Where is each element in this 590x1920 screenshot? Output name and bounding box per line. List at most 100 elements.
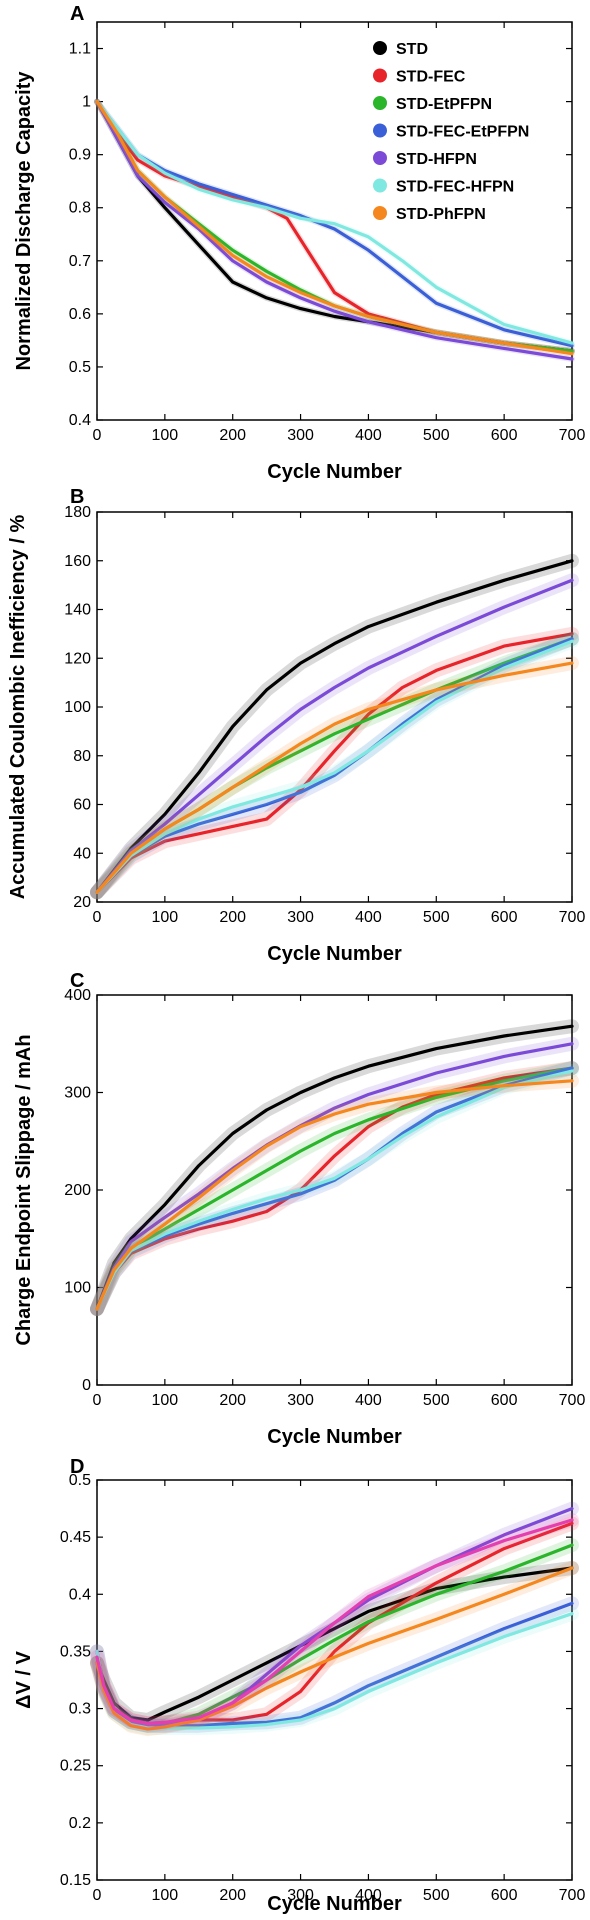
panel-a-plot-frame bbox=[96, 21, 573, 421]
panel-b-y-tick-label: 120 bbox=[64, 650, 91, 667]
panel-c-y-tick-label: 400 bbox=[64, 987, 91, 1004]
panel-b-letter: B bbox=[70, 486, 84, 508]
panel-b-x-tick-label: 300 bbox=[287, 909, 314, 926]
panel-a-y-axis-title: Normalized Discharge Capacity bbox=[13, 71, 35, 371]
panel-d-plot-frame bbox=[96, 1479, 573, 1881]
panel-c-x-tick-label: 500 bbox=[423, 1392, 450, 1409]
panel-a-y-tick-label: 0.6 bbox=[69, 306, 91, 323]
panel-c-x-tick-label: 600 bbox=[491, 1392, 518, 1409]
legend-marker-std-etpfpn bbox=[373, 96, 387, 110]
panel-a-y-tick-label: 1 bbox=[82, 94, 91, 111]
panel-d-y-tick-label: 0.3 bbox=[69, 1701, 91, 1718]
panel-b-line-std-fec-etpfpn bbox=[95, 637, 574, 894]
panel-b-line-std-hfpn bbox=[95, 578, 574, 894]
panel-a-line-std-hfpn bbox=[95, 100, 574, 361]
panel-b-x-tick-label: 100 bbox=[152, 909, 179, 926]
panel-b-y-tick-label: 60 bbox=[73, 797, 91, 814]
panel-b-y-tick-label: 160 bbox=[64, 553, 91, 570]
panel-d-y-axis-title: ΔV / V bbox=[13, 1650, 35, 1708]
panel-a-letter: A bbox=[70, 3, 84, 25]
panel-d-letter: D bbox=[70, 1456, 84, 1478]
panel-a-x-tick-label: 0 bbox=[93, 427, 102, 444]
panel-c-line-std bbox=[95, 1024, 574, 1311]
panel-b-line-std-phfpn bbox=[95, 661, 574, 894]
legend-marker-std-fec-etpfpn bbox=[373, 123, 387, 138]
panel-d-y-tick-label: 0.2 bbox=[69, 1815, 91, 1832]
panel-a-x-tick-label: 700 bbox=[559, 427, 586, 444]
panel-b-x-tick-label: 400 bbox=[355, 909, 382, 926]
panel-b-y-tick-label: 40 bbox=[73, 845, 91, 862]
panel-c-band-std bbox=[90, 1019, 579, 1316]
legend-label-std: STD bbox=[396, 41, 428, 58]
panel-d-x-tick-label: 0 bbox=[93, 1887, 102, 1904]
panel-a-x-tick-label: 500 bbox=[423, 427, 450, 444]
panel-a-y-tick-label: 0.8 bbox=[69, 200, 91, 217]
panel-d-x-tick-label: 700 bbox=[559, 1887, 586, 1904]
panel-b-line-std bbox=[95, 559, 574, 894]
panel-d-y-tick-label: 0.5 bbox=[69, 1472, 91, 1489]
panel-d-x-tick-label: 300 bbox=[287, 1887, 314, 1904]
panel-a-x-tick-label: 200 bbox=[219, 427, 246, 444]
panel-a-y-tick-label: 0.5 bbox=[69, 359, 91, 376]
legend-label-std-phfpn: STD-PhFPN bbox=[396, 206, 486, 223]
panel-d-x-tick-label: 200 bbox=[219, 1887, 246, 1904]
panel-c-line-std-fec-hfpn bbox=[95, 1069, 574, 1311]
panel-b-line-std-fec bbox=[95, 632, 574, 894]
panel-d-y-tick-label: 0.45 bbox=[60, 1529, 91, 1546]
legend-marker-std-phfpn bbox=[373, 206, 387, 220]
panel-a-y-tick-label: 1.1 bbox=[69, 41, 91, 58]
panel-b-x-tick-label: 600 bbox=[491, 909, 518, 926]
panel-a-x-tick-label: 600 bbox=[491, 427, 518, 444]
legend-label-std-hfpn: STD-HFPN bbox=[396, 151, 477, 168]
panel-a-y-tick-label: 0.9 bbox=[69, 147, 91, 164]
legend-marker-std-fec-hfpn bbox=[373, 178, 387, 193]
panel-c-x-tick-label: 300 bbox=[287, 1392, 314, 1409]
panel-b-x-tick-label: 0 bbox=[93, 909, 102, 926]
panel-c-x-axis-title: Cycle Number bbox=[267, 1426, 402, 1448]
panel-c-line-std-fec bbox=[95, 1066, 574, 1311]
panel-b-line-std-fec-hfpn bbox=[95, 639, 574, 894]
panel-d-y-tick-label: 0.4 bbox=[69, 1586, 91, 1603]
panel-d-y-tick-label: 0.25 bbox=[60, 1758, 91, 1775]
panel-d-line-std-phfpn bbox=[95, 1566, 574, 1731]
panel-c-x-tick-label: 400 bbox=[355, 1392, 382, 1409]
panel-d-x-tick-label: 100 bbox=[152, 1887, 179, 1904]
panel-a-x-tick-label: 400 bbox=[355, 427, 382, 444]
panel-c-x-tick-label: 200 bbox=[219, 1392, 246, 1409]
panel-a-line-std-fec-hfpn bbox=[95, 100, 574, 345]
panel-c-x-tick-label: 0 bbox=[93, 1392, 102, 1409]
legend-label-std-fec-etpfpn: STD-FEC-EtPFPN bbox=[396, 124, 529, 141]
panel-c-y-axis-title: Charge Endpoint Slippage / mAh bbox=[13, 1034, 35, 1345]
panel-d-x-axis-title: Cycle Number bbox=[267, 1893, 402, 1915]
panel-b-y-tick-label: 80 bbox=[73, 748, 91, 765]
legend-label-std-etpfpn: STD-EtPFPN bbox=[396, 96, 492, 113]
panel-b-y-tick-label: 180 bbox=[64, 504, 91, 521]
panel-b-x-tick-label: 200 bbox=[219, 909, 246, 926]
panel-d-y-tick-label: 0.15 bbox=[60, 1872, 91, 1889]
panel-c-x-tick-label: 700 bbox=[559, 1392, 586, 1409]
panel-b-y-tick-label: 20 bbox=[73, 894, 91, 911]
panel-a-y-tick-label: 0.7 bbox=[69, 253, 91, 270]
panel-c-letter: C bbox=[70, 970, 84, 992]
panel-a-line-std-phfpn bbox=[95, 100, 574, 356]
legend-marker-std-hfpn bbox=[373, 151, 387, 165]
panel-d-line-extra bbox=[95, 1518, 574, 1725]
panel-b-x-tick-label: 700 bbox=[559, 909, 586, 926]
panel-c-line-std-phfpn bbox=[95, 1079, 574, 1311]
panel-a-y-tick-label: 0.4 bbox=[69, 412, 91, 429]
panel-b-y-tick-label: 100 bbox=[64, 699, 91, 716]
panel-b-y-tick-label: 140 bbox=[64, 602, 91, 619]
panel-a-x-tick-label: 300 bbox=[287, 427, 314, 444]
legend-marker-std-fec bbox=[373, 68, 387, 83]
panel-c-y-tick-label: 100 bbox=[64, 1280, 91, 1297]
panel-b-x-axis-title: Cycle Number bbox=[267, 943, 402, 965]
panel-c-x-tick-label: 100 bbox=[152, 1392, 179, 1409]
panel-c-y-tick-label: 200 bbox=[64, 1182, 91, 1199]
panel-d-x-tick-label: 400 bbox=[355, 1887, 382, 1904]
panel-c-y-tick-label: 0 bbox=[82, 1377, 91, 1394]
panel-d-x-tick-label: 600 bbox=[491, 1887, 518, 1904]
panel-a-x-tick-label: 100 bbox=[152, 427, 179, 444]
panel-a-x-axis-title: Cycle Number bbox=[267, 461, 402, 483]
panel-c-y-tick-label: 300 bbox=[64, 1085, 91, 1102]
